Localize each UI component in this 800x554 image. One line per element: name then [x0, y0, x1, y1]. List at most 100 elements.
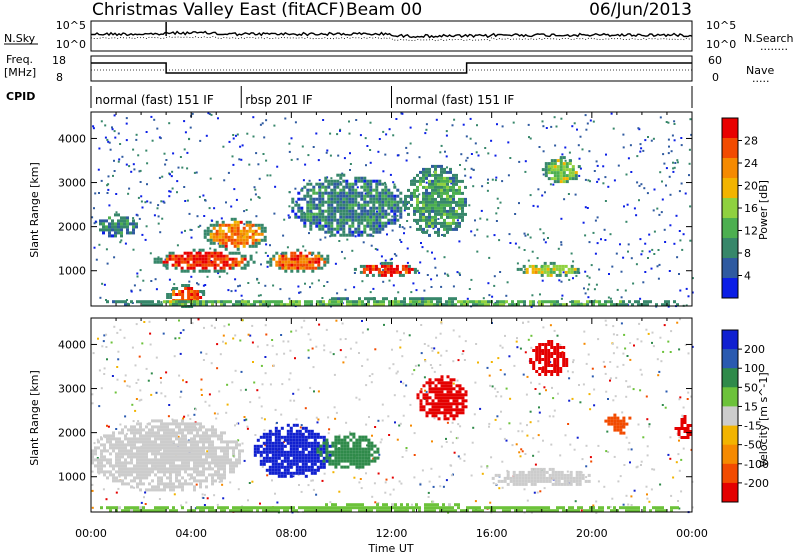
heatmap-cell — [160, 381, 162, 384]
heatmap-cell — [142, 461, 145, 465]
heatmap-cell — [437, 399, 441, 403]
heatmap-cell — [252, 260, 256, 264]
heatmap-cell — [262, 462, 266, 466]
heatmap-cell — [97, 467, 100, 471]
heatmap-cell — [399, 206, 403, 210]
heatmap-cell — [468, 288, 471, 290]
heatmap-cell — [160, 425, 163, 429]
heatmap-cell — [284, 254, 288, 258]
heatmap-cell — [538, 343, 542, 346]
heatmap-cell — [186, 257, 190, 261]
heatmap-cell — [364, 137, 367, 140]
heatmap-cell — [611, 497, 614, 500]
heatmap-cell — [625, 395, 628, 398]
heatmap-cell — [380, 261, 384, 265]
heatmap-cell — [398, 270, 402, 274]
heatmap-cell — [398, 424, 401, 427]
heatmap-cell — [193, 300, 196, 304]
heatmap-cell — [565, 174, 569, 178]
heatmap-cell — [431, 366, 434, 369]
heatmap-cell — [641, 250, 644, 253]
heatmap-cell — [337, 154, 340, 157]
heatmap-cell — [106, 461, 109, 465]
heatmap-cell — [424, 359, 427, 361]
heatmap-cell — [196, 422, 199, 426]
heatmap-cell — [567, 423, 570, 425]
heatmap-cell — [187, 482, 190, 486]
heatmap-cell — [274, 456, 278, 460]
heatmap-cell — [142, 473, 145, 477]
heatmap-cell — [437, 417, 441, 421]
heatmap-cell — [127, 452, 130, 456]
heatmap-cell — [381, 224, 385, 228]
heatmap-cell — [413, 182, 416, 186]
heatmap-cell — [221, 220, 225, 224]
heatmap-cell — [531, 264, 535, 268]
heatmap-cell — [329, 154, 332, 157]
heatmap-cell — [515, 340, 518, 343]
heatmap-cell — [584, 270, 587, 273]
heatmap-cell — [458, 390, 462, 394]
heatmap-cell — [172, 303, 175, 307]
heatmap-cell — [399, 212, 403, 216]
heatmap-cell — [268, 471, 272, 475]
heatmap-cell — [357, 227, 361, 231]
heatmap-cell — [190, 443, 193, 447]
heatmap-cell — [196, 293, 200, 296]
heatmap-cell — [340, 441, 344, 445]
heatmap-cell — [190, 293, 194, 296]
heatmap-cell — [280, 426, 284, 430]
freq-trace — [91, 62, 692, 74]
heatmap-cell — [127, 461, 130, 465]
heatmap-cell — [181, 303, 184, 307]
heatmap-cell — [290, 254, 294, 258]
heatmap-cell — [205, 303, 208, 307]
heatmap-cell — [187, 452, 190, 456]
heatmap-cell — [502, 303, 505, 307]
heatmap-cell — [616, 303, 619, 307]
heatmap-cell — [556, 180, 560, 184]
heatmap-cell — [487, 178, 489, 181]
heatmap-cell — [312, 218, 316, 222]
heatmap-cell — [139, 422, 142, 426]
heatmap-cell — [416, 227, 419, 231]
heatmap-cell — [443, 408, 447, 412]
heatmap-cell — [455, 215, 458, 219]
heatmap-cell — [324, 179, 328, 183]
heatmap-cell — [627, 250, 629, 253]
heatmap-cell — [393, 206, 397, 210]
heatmap-cell — [667, 305, 670, 308]
heatmap-cell — [443, 256, 446, 259]
heatmap-cell — [328, 428, 331, 431]
heatmap-cell — [330, 188, 334, 192]
heatmap-cell — [330, 191, 334, 195]
heatmap-cell — [351, 209, 355, 213]
heatmap-cell — [213, 257, 217, 261]
heatmap-cell — [202, 290, 206, 293]
heatmap-cell — [139, 434, 142, 438]
heatmap-cell — [376, 450, 380, 454]
y-tick-label: 4000 — [58, 133, 86, 146]
heatmap-cell — [230, 238, 234, 242]
heatmap-cell — [157, 449, 160, 453]
heatmap-cell — [112, 476, 115, 480]
heatmap-cell — [400, 482, 403, 485]
heatmap-cell — [339, 128, 342, 131]
heatmap-cell — [469, 300, 472, 304]
heatmap-cell — [321, 197, 325, 201]
heatmap-cell — [358, 438, 362, 442]
heatmap-cell — [226, 300, 229, 304]
heatmap-cell — [309, 212, 313, 216]
heatmap-cell — [413, 454, 416, 456]
heatmap-cell — [177, 263, 181, 267]
heatmap-cell — [437, 194, 440, 198]
heatmap-cell — [299, 291, 302, 294]
heatmap-cell — [290, 251, 294, 255]
heatmap-cell — [130, 485, 133, 489]
heatmap-cell — [222, 263, 226, 267]
heatmap-cell — [261, 122, 264, 125]
heatmap-cell — [525, 267, 529, 271]
heatmap-cell — [253, 453, 257, 457]
heatmap-cell — [428, 173, 431, 177]
heatmap-cell — [121, 479, 124, 483]
